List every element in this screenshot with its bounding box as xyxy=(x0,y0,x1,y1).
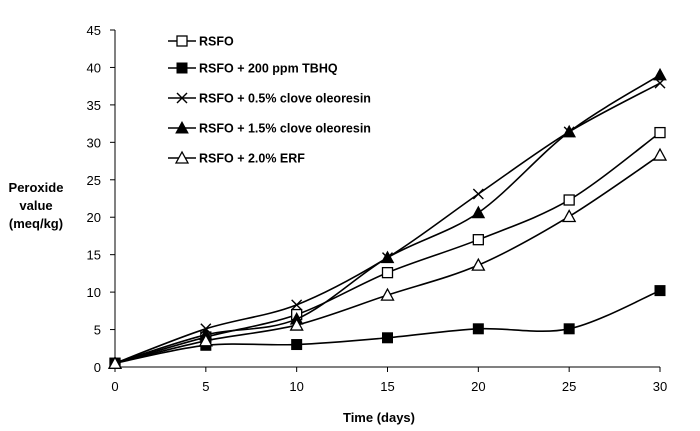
data-point xyxy=(381,266,394,279)
y-axis-title-line-3: (meq/kg) xyxy=(9,216,63,231)
x-tick-label: 15 xyxy=(380,379,394,394)
series-5 xyxy=(107,147,668,369)
series-layer xyxy=(107,67,668,369)
data-point xyxy=(291,299,303,311)
data-point xyxy=(472,234,484,246)
series-line xyxy=(114,289,661,365)
legend-label: RSFO + 1.5% clove oleoresin xyxy=(199,122,371,136)
data-point xyxy=(653,67,667,81)
x-tick-label: 20 xyxy=(471,379,485,394)
data-point xyxy=(382,332,393,344)
data-point xyxy=(472,323,484,335)
y-axis-title-line-2: value xyxy=(19,198,52,213)
y-tick-label: 45 xyxy=(87,23,101,38)
legend-marker xyxy=(176,62,188,74)
y-tick-label: 5 xyxy=(94,323,101,338)
data-point xyxy=(471,205,486,219)
x-tick-label: 0 xyxy=(111,379,118,394)
legend-marker xyxy=(175,120,189,134)
data-point xyxy=(380,287,395,301)
legend-item: RSFO xyxy=(168,35,234,49)
data-point xyxy=(654,285,666,297)
series-line xyxy=(114,131,661,365)
series-4 xyxy=(108,67,667,369)
y-tick-label: 30 xyxy=(87,135,101,150)
legend: RSFO RSFO + 200 ppm TBHQ RSFO + 0.5% clove… xyxy=(168,35,371,166)
x-axis-title: Time (days) xyxy=(343,410,415,425)
series-1 xyxy=(109,126,666,369)
y-tick-label: 25 xyxy=(87,173,101,188)
legend-label: RSFO + 200 ppm TBHQ xyxy=(199,62,338,76)
x-tick-label: 5 xyxy=(202,379,209,394)
data-point xyxy=(198,333,213,347)
data-point xyxy=(107,355,123,369)
data-point xyxy=(562,209,577,223)
legend-item: RSFO + 200 ppm TBHQ xyxy=(168,62,338,76)
x-tick-label: 30 xyxy=(653,379,667,394)
data-point xyxy=(563,323,575,335)
x-tick-label: 25 xyxy=(562,379,576,394)
legend-label: RSFO + 2.0% ERF xyxy=(199,152,305,166)
legend-label: RSFO + 0.5% clove oleoresin xyxy=(199,92,371,106)
ticks: 0 5 10 15 20 25 30 35 40 45 0 5 10 15 20 25 30 xyxy=(87,23,668,394)
x-tick-label: 10 xyxy=(289,379,303,394)
data-point xyxy=(652,147,668,161)
data-point xyxy=(562,124,577,138)
legend-item: RSFO + 0.5% clove oleoresin xyxy=(168,92,371,106)
data-point xyxy=(471,257,486,271)
y-tick-label: 15 xyxy=(87,248,101,263)
y-tick-label: 0 xyxy=(94,360,101,375)
y-tick-label: 40 xyxy=(87,60,101,75)
legend-marker xyxy=(174,150,190,164)
y-tick-label: 20 xyxy=(87,210,101,225)
legend-label: RSFO xyxy=(199,35,234,49)
y-tick-label: 35 xyxy=(87,98,101,113)
series-line xyxy=(114,74,661,365)
legend-marker xyxy=(176,92,188,104)
data-point xyxy=(472,188,484,200)
legend-item: RSFO + 2.0% ERF xyxy=(168,150,305,166)
data-point xyxy=(380,250,395,264)
legend-item: RSFO + 1.5% clove oleoresin xyxy=(168,120,371,136)
data-point xyxy=(291,339,303,351)
data-point xyxy=(289,317,304,331)
axes xyxy=(114,30,660,368)
y-axis-title-line-1: Peroxide xyxy=(9,180,64,195)
data-point xyxy=(654,126,666,139)
y-tick-label: 10 xyxy=(87,285,101,300)
legend-marker xyxy=(176,35,188,47)
data-point xyxy=(563,194,575,206)
